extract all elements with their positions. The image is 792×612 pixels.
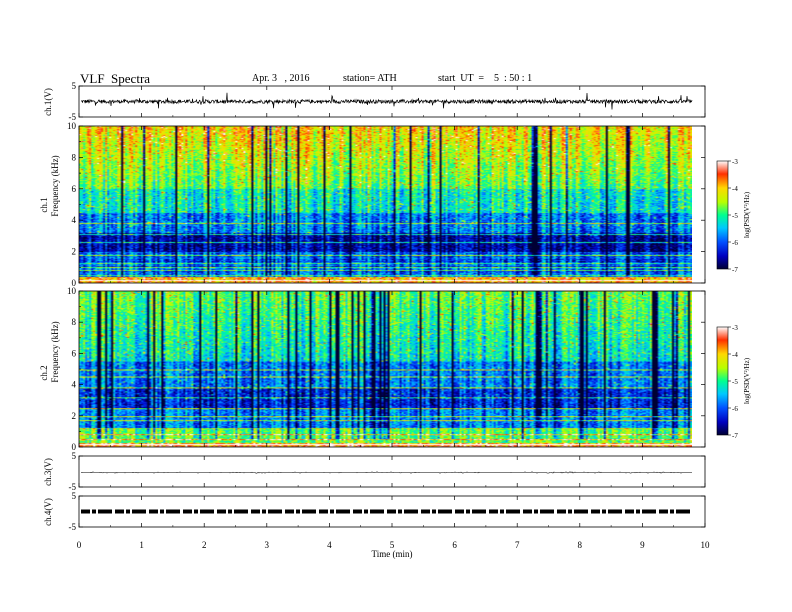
y-tick-label: 8 bbox=[72, 152, 77, 162]
ch1-spec-ylabel-channel: ch.1 bbox=[39, 197, 49, 212]
colorbar-tick-label: -6 bbox=[732, 405, 738, 413]
x-axis-label: Time (min) bbox=[372, 549, 413, 559]
x-tick-label: 0 bbox=[77, 540, 82, 550]
y-tick-label: 0 bbox=[72, 278, 77, 288]
y-tick-label: 5 bbox=[72, 491, 77, 501]
colorbar-tick-label: -7 bbox=[732, 266, 738, 274]
y-tick-label: 10 bbox=[67, 286, 77, 296]
ch1-spec-ylabel-frequency: Frequency (kHz) bbox=[50, 155, 60, 216]
colorbar-tick-label: -3 bbox=[732, 324, 738, 332]
x-tick-label: 4 bbox=[327, 540, 332, 550]
x-tick-label: 7 bbox=[515, 540, 520, 550]
colorbar-tick-label: -5 bbox=[732, 378, 738, 386]
y-tick-label: 10 bbox=[67, 121, 77, 131]
x-tick-label: 1 bbox=[139, 540, 144, 550]
chart-title: VLF Spectra bbox=[80, 71, 151, 86]
y-tick-label: 2 bbox=[72, 247, 77, 257]
y-tick-label: 2 bbox=[72, 411, 77, 421]
ch2-spectrogram bbox=[79, 291, 692, 447]
y-tick-label: -5 bbox=[69, 482, 77, 492]
ch2-spec-ylabel-channel: ch.2 bbox=[39, 365, 49, 380]
y-tick-label: 0 bbox=[72, 442, 77, 452]
y-tick-label: -5 bbox=[69, 112, 77, 122]
station-label: station= ATH bbox=[343, 73, 397, 84]
colorbar-1 bbox=[716, 160, 729, 270]
y-tick-label: -5 bbox=[69, 522, 77, 532]
y-tick-label: 5 bbox=[72, 451, 77, 461]
x-tick-label: 5 bbox=[390, 540, 395, 550]
ch4-ylabel: ch.4(V) bbox=[43, 498, 53, 526]
date-label: Apr. 3 , 2016 bbox=[252, 73, 310, 84]
y-tick-label: 6 bbox=[72, 184, 77, 194]
x-tick-label: 6 bbox=[452, 540, 457, 550]
start-time-label: start UT = 5 : 50 : 1 bbox=[438, 73, 533, 84]
x-tick-label: 8 bbox=[578, 540, 583, 550]
ch3-trace bbox=[80, 471, 692, 474]
ch2-spec-ylabel-frequency: Frequency (kHz) bbox=[50, 321, 60, 382]
colorbar-1-label: log(PSD(V²/Hz) bbox=[743, 191, 751, 238]
x-tick-label: 2 bbox=[202, 540, 207, 550]
colorbar-tick-label: -5 bbox=[732, 212, 738, 220]
ch1-waveform bbox=[80, 92, 693, 110]
colorbar-tick-label: -3 bbox=[732, 158, 738, 166]
ch1-spectrogram bbox=[79, 126, 692, 283]
y-tick-label: 6 bbox=[72, 348, 77, 358]
colorbar-2 bbox=[716, 326, 729, 436]
ch3-frame bbox=[78, 455, 706, 488]
colorbar-2-label: log(PSD(V²/Hz) bbox=[743, 357, 751, 404]
x-tick-label: 10 bbox=[701, 540, 711, 550]
y-tick-label: 4 bbox=[72, 380, 77, 390]
y-tick-label: 8 bbox=[72, 317, 77, 327]
colorbar-tick-label: -6 bbox=[732, 239, 738, 247]
colorbar-tick-label: -4 bbox=[732, 185, 738, 193]
y-tick-label: 5 bbox=[72, 81, 77, 91]
x-tick-label: 3 bbox=[265, 540, 270, 550]
y-tick-label: 4 bbox=[72, 215, 77, 225]
colorbar-tick-label: -7 bbox=[732, 432, 738, 440]
ch1-wave-ylabel: ch.1(V) bbox=[43, 88, 53, 116]
ch3-ylabel: ch.3(V) bbox=[43, 458, 53, 486]
x-tick-label: 9 bbox=[640, 540, 645, 550]
colorbar-tick-label: -4 bbox=[732, 351, 738, 359]
